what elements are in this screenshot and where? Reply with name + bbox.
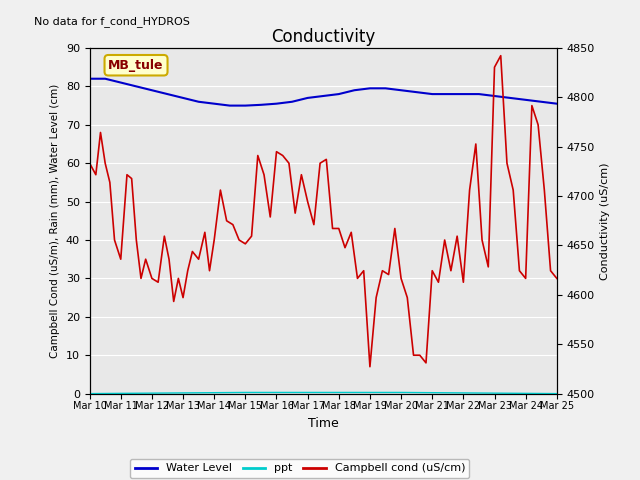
X-axis label: Time: Time	[308, 417, 339, 430]
Title: Conductivity: Conductivity	[271, 28, 375, 47]
Legend: Water Level, ppt, Campbell cond (uS/cm): Water Level, ppt, Campbell cond (uS/cm)	[130, 459, 470, 478]
Text: No data for f_cond_HYDROS: No data for f_cond_HYDROS	[33, 16, 189, 27]
Y-axis label: Conductivity (uS/cm): Conductivity (uS/cm)	[600, 162, 611, 279]
Text: MB_tule: MB_tule	[108, 59, 164, 72]
Y-axis label: Campbell Cond (uS/m), Rain (mm), Water Level (cm): Campbell Cond (uS/m), Rain (mm), Water L…	[50, 84, 60, 358]
